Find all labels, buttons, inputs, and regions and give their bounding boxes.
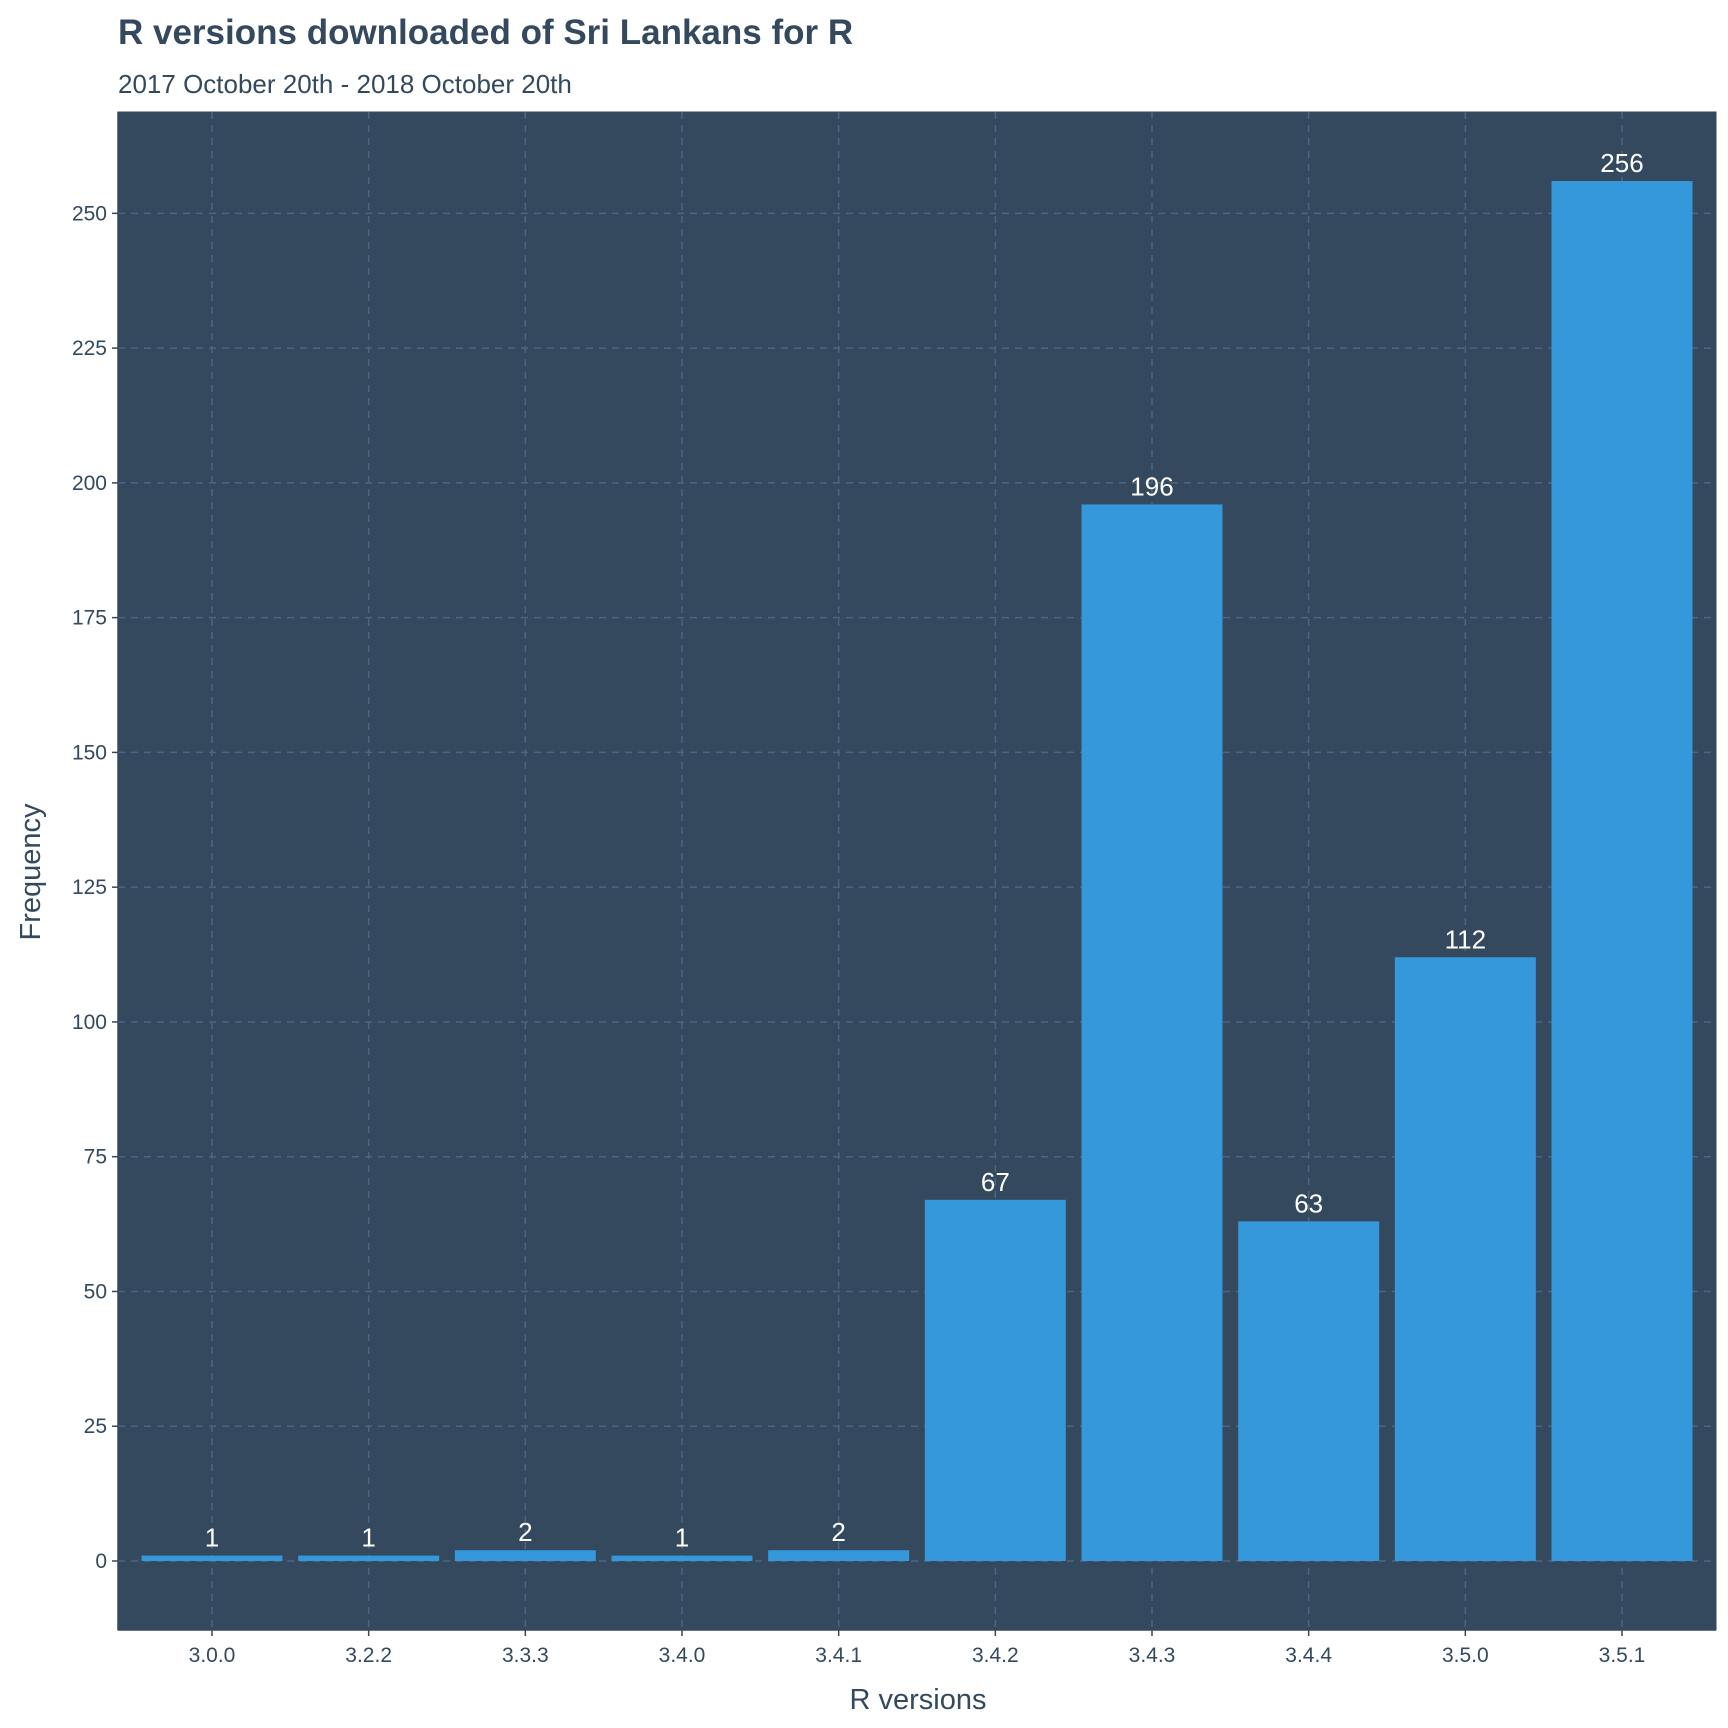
x-tick-label: 3.3.3 (502, 1644, 549, 1667)
chart-subtitle: 2017 October 20th - 2018 October 20th (118, 69, 572, 99)
x-tick-label: 3.4.2 (972, 1644, 1019, 1667)
x-tick-label: 3.5.1 (1599, 1644, 1646, 1667)
y-tick-label: 125 (72, 876, 107, 899)
y-tick-label: 50 (84, 1280, 107, 1303)
bar-label-3.3.3: 2 (518, 1517, 532, 1547)
x-tick-label: 3.4.3 (1129, 1644, 1176, 1667)
x-tick-label: 3.4.0 (659, 1644, 706, 1667)
bar-label-3.4.2: 67 (981, 1167, 1010, 1197)
x-tick-label: 3.0.0 (189, 1644, 236, 1667)
y-tick-label: 200 (72, 472, 107, 495)
y-tick-label: 25 (84, 1415, 107, 1438)
y-tick-label: 225 (72, 337, 107, 360)
bar-label-3.4.3: 196 (1130, 471, 1173, 501)
bar-label-3.4.4: 63 (1294, 1188, 1323, 1218)
bar-3.4.3 (1081, 504, 1223, 1561)
bar-3.4.4 (1238, 1221, 1380, 1561)
y-tick-label: 150 (72, 741, 107, 764)
y-tick-label: 175 (72, 607, 107, 630)
bar-label-3.4.0: 1 (675, 1523, 689, 1553)
bar-3.0.0 (141, 1555, 283, 1561)
y-tick-label: 250 (72, 202, 107, 225)
bar-3.5.0 (1394, 957, 1536, 1561)
y-axis-ticks: 0 25 50 75 100 125 150 175 200 225 250 (72, 112, 119, 1630)
x-tick-label: 3.5.0 (1442, 1644, 1489, 1667)
bar-3.5.1 (1551, 181, 1693, 1561)
bar-3.2.2 (298, 1555, 440, 1561)
bar-3.3.3 (454, 1550, 596, 1561)
chart-title: R versions downloaded of Sri Lankans for… (118, 13, 853, 52)
bar-label-3.5.0: 112 (1445, 924, 1486, 954)
y-tick-label: 75 (84, 1146, 107, 1169)
x-axis-ticks: 3.0.0 3.2.2 3.3.3 3.4.0 3.4.1 3.4.2 3.4.3 3.4.4… (118, 1629, 1716, 1667)
bars (141, 181, 1693, 1561)
y-tick-label: 100 (72, 1011, 107, 1034)
bar-label-3.0.0: 1 (205, 1523, 219, 1553)
bar-3.4.1 (768, 1550, 910, 1561)
y-axis-title: Frequency (15, 803, 47, 941)
x-axis-title: R versions (850, 1684, 987, 1716)
bar-3.4.0 (611, 1555, 753, 1561)
bar-3.4.2 (924, 1199, 1066, 1561)
bar-label-3.2.2: 1 (361, 1523, 375, 1553)
y-tick-label: 0 (95, 1550, 107, 1573)
x-tick-label: 3.2.2 (345, 1644, 392, 1667)
x-tick-label: 3.4.1 (815, 1644, 862, 1667)
x-tick-label: 3.4.4 (1285, 1644, 1332, 1667)
bar-label-3.4.1: 2 (831, 1517, 845, 1547)
bar-label-3.5.1: 256 (1600, 148, 1643, 178)
